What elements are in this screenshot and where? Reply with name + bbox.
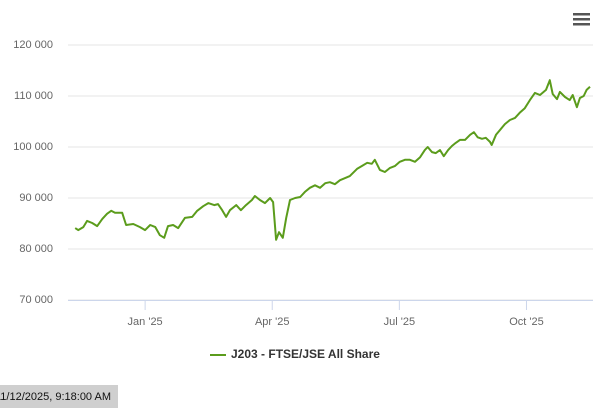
menu-bar [573,23,590,26]
menu-bar [573,13,590,16]
y-tick-label: 90 000 [19,192,53,204]
x-tick-label: Apr '25 [255,316,290,328]
y-tick-label: 70 000 [19,294,53,306]
x-tick-label: Jan '25 [128,316,163,328]
x-tick-label: Jul '25 [384,316,415,328]
y-tick-label: 110 000 [14,90,53,102]
y-tick-label: 120 000 [13,39,53,51]
legend-text: J203 - FTSE/JSE All Share [231,347,380,361]
y-tick-label: 100 000 [13,141,53,153]
menu-bar [573,18,590,21]
y-tick-label: 80 000 [19,243,53,255]
timestamp-box [0,385,118,408]
line [74,79,591,241]
timestamp: 11/12/2025, 9:18:00 AM [0,391,111,403]
menu-button[interactable] [566,8,596,32]
x-tick-label: Oct '25 [509,316,544,328]
